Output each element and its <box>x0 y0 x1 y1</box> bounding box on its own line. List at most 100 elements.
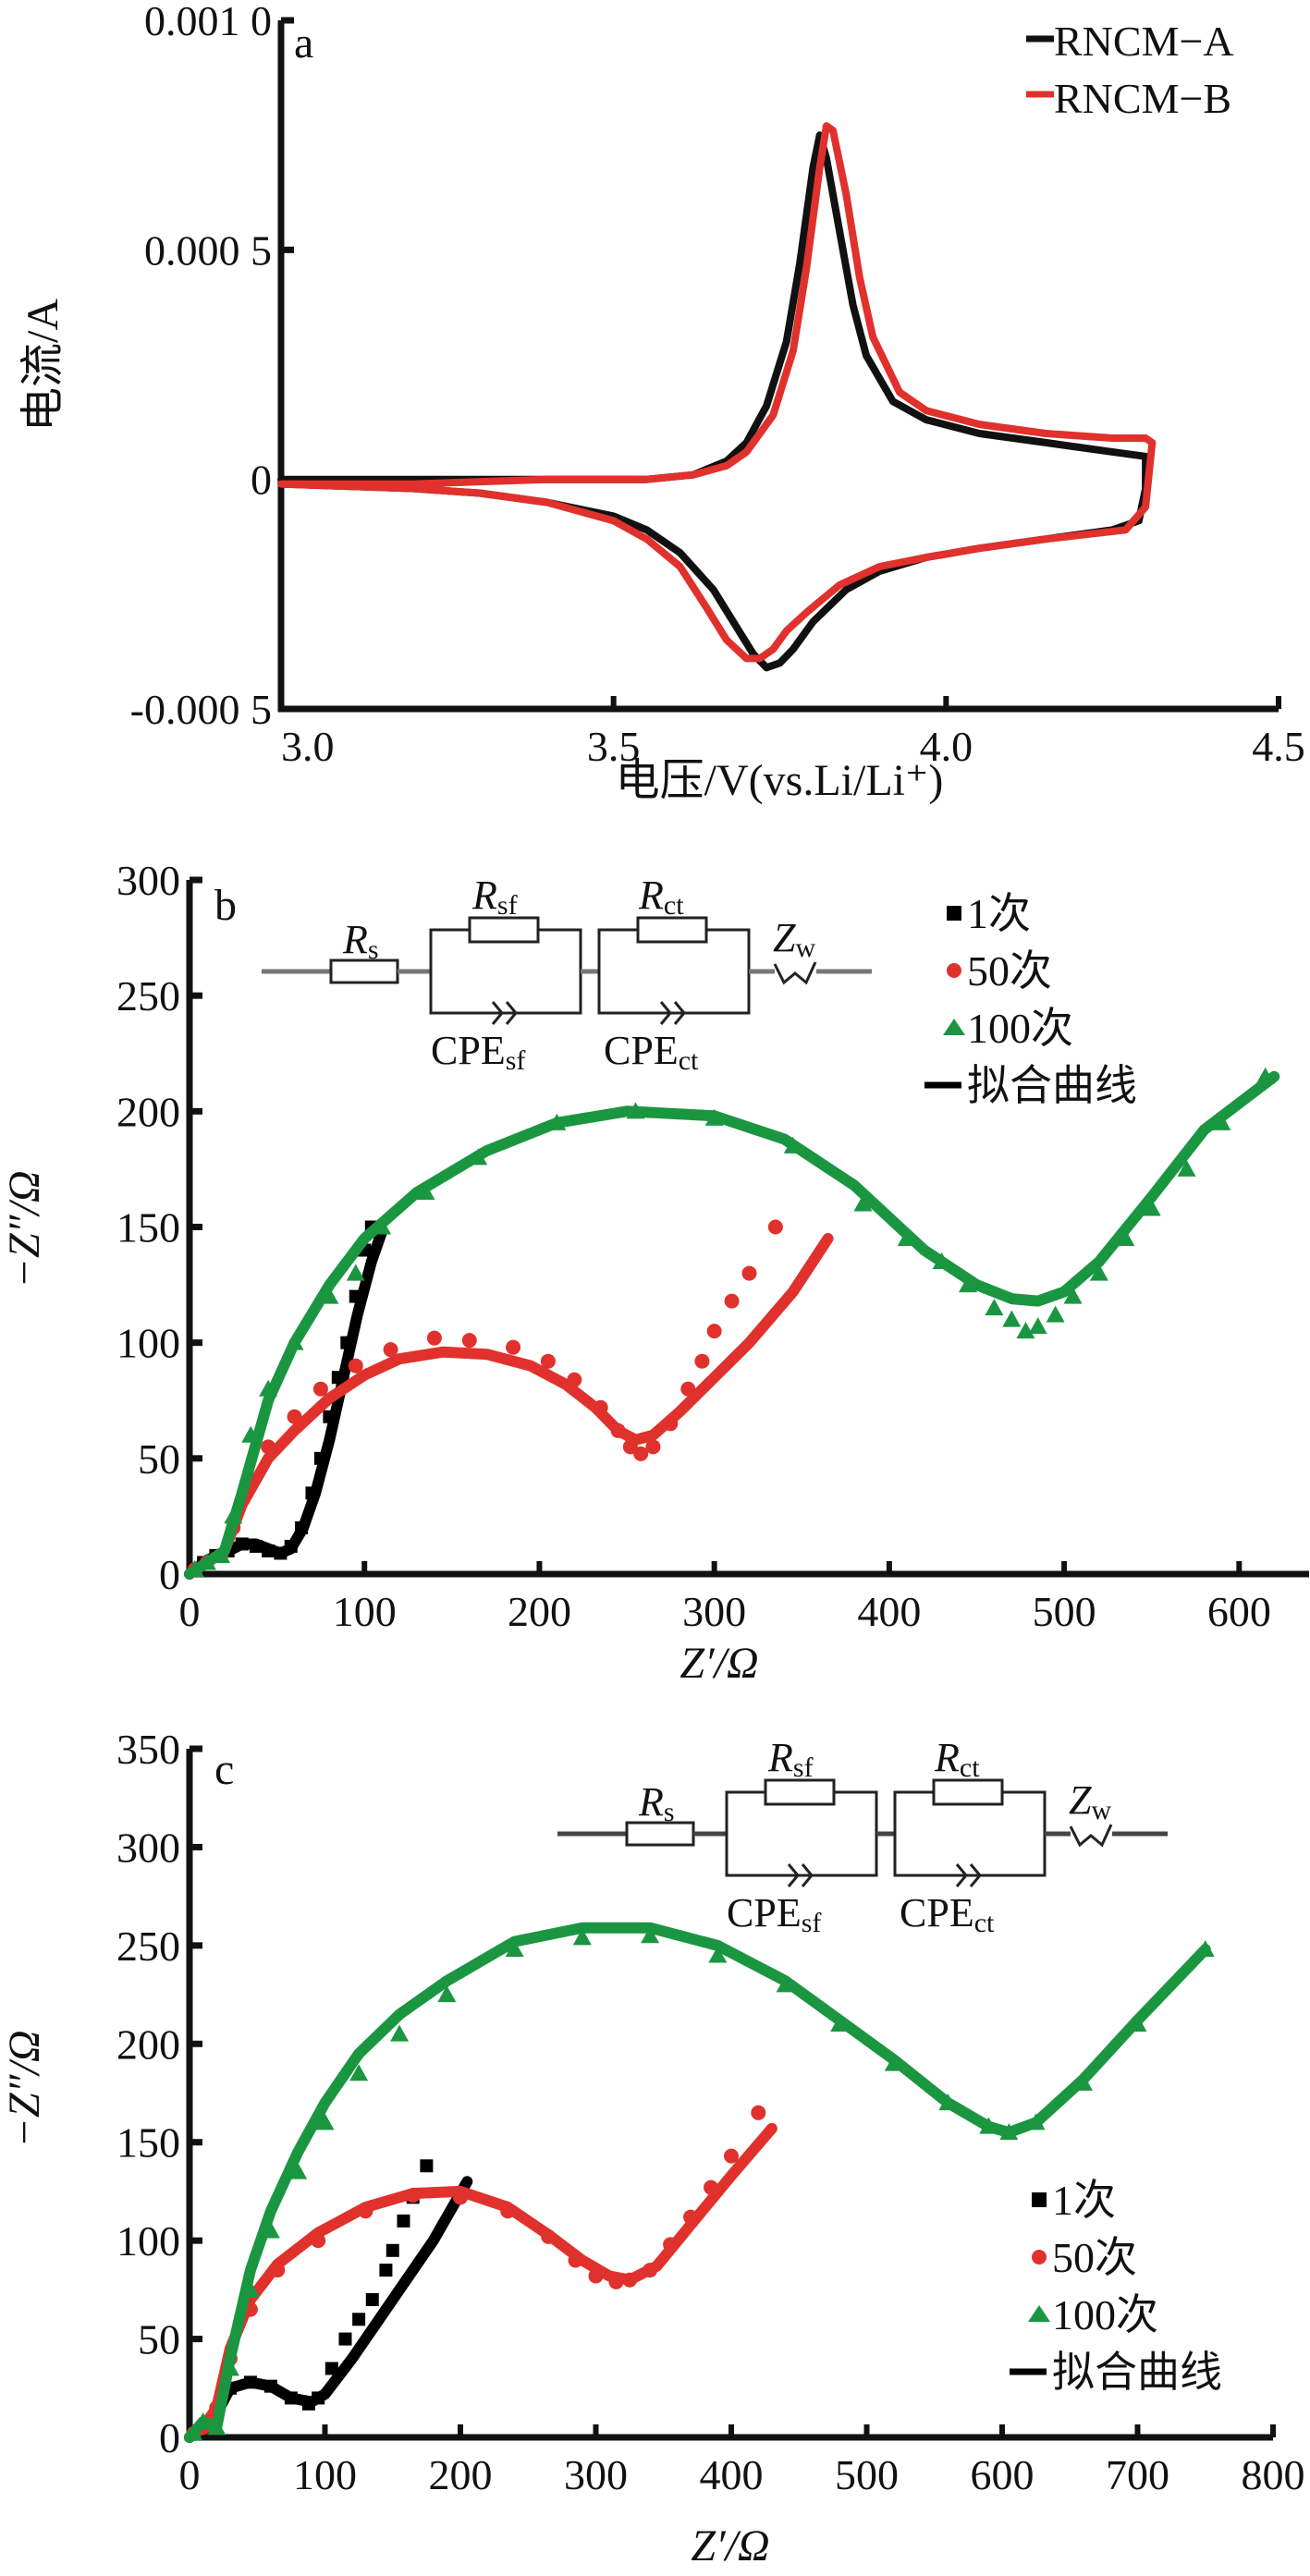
panel-label: c <box>214 1745 234 1794</box>
legend: RNCM−A RNCM−B <box>1026 18 1234 122</box>
x-tick-label: 3.0 <box>281 723 335 770</box>
resistor-rs-icon <box>329 958 399 984</box>
data-point-circle <box>567 1372 582 1387</box>
data-point-square <box>352 2313 366 2326</box>
data-point-square <box>324 2362 338 2375</box>
data-point-triangle <box>853 1194 873 1212</box>
data-point-triangle <box>776 1975 795 1993</box>
y-axis-label: −Z″/Ω <box>0 2030 49 2147</box>
data-point-triangle <box>390 2024 410 2042</box>
x-tick-label: 500 <box>1033 1588 1096 1635</box>
legend-label-rncm-a: RNCM−A <box>1054 18 1234 65</box>
warburg-zw-icon <box>1069 1824 1113 1848</box>
label-zw-subscript: w <box>1091 1795 1111 1825</box>
y-tick-label: 150 <box>116 2119 180 2167</box>
panel-label: a <box>294 18 313 67</box>
data-point-triangle <box>349 2064 369 2082</box>
data-point-circle <box>704 2179 719 2195</box>
data-point-triangle <box>185 1559 204 1577</box>
data-point-circle <box>724 2148 739 2164</box>
data-point-circle <box>643 2263 658 2278</box>
data-point-triangle <box>1142 1199 1161 1216</box>
data-point-circle <box>610 1422 626 1438</box>
x-tick-label: 200 <box>508 1588 571 1635</box>
label-rsf-subscript: sf <box>793 1752 814 1783</box>
label-rsf-main: R <box>471 873 497 918</box>
data-point-triangle <box>959 1276 978 1293</box>
label-cpe-ct-main: CPE <box>900 1890 974 1935</box>
y-tick-label: 300 <box>116 1824 180 1871</box>
y-axis-label: −Z″/Ω <box>0 1170 49 1288</box>
data-point-triangle <box>938 2094 958 2111</box>
label-cpe-ct-subscript: ct <box>974 1908 995 1938</box>
data-point-triangle <box>320 1287 339 1304</box>
data-point-square <box>349 1289 362 1303</box>
data-point-triangle <box>547 1113 567 1130</box>
data-point-circle <box>767 1219 783 1235</box>
data-point-circle <box>461 1333 477 1349</box>
y-tick-label: 50 <box>138 1435 180 1483</box>
data-point-triangle <box>1002 1310 1022 1327</box>
label-rs-main: R <box>342 917 368 962</box>
label-rct-main: R <box>638 873 664 918</box>
panel-a-cyclic-voltammetry: a 电流/A 电压/V(vs.Li/Li⁺) -0.000 5 0 0.000 5 0… <box>18 0 1305 805</box>
label-rct-main: R <box>934 1735 960 1780</box>
data-point-circle <box>741 1265 757 1281</box>
data-point-triangle <box>1026 2113 1046 2130</box>
legend-marker-circle <box>1032 2250 1047 2265</box>
data-point-triangle <box>999 2123 1019 2141</box>
data-point-circle <box>358 2204 373 2219</box>
x-tick-label: 400 <box>700 2451 764 2498</box>
data-point-square <box>379 2264 393 2277</box>
data-point-circle <box>588 2268 604 2284</box>
data-point-triangle <box>1116 1229 1135 1247</box>
y-tick-label: 300 <box>116 857 180 904</box>
x-tick-label: 400 <box>857 1588 921 1635</box>
data-point-circle <box>724 1293 740 1309</box>
data-point-triangle <box>783 1136 802 1154</box>
data-point-circle <box>506 1339 521 1355</box>
data-point-square <box>263 2379 277 2393</box>
y-tick-label: 250 <box>116 1923 180 1970</box>
data-point-circle <box>680 1381 696 1397</box>
axes: 0 50 100 150 200 250 300 350 0 100 200 300 400 500 600… <box>116 1726 1305 2498</box>
warburg-zw-icon <box>773 961 817 985</box>
data-point-square <box>313 1451 327 1465</box>
legend-label: 100次 <box>1052 2291 1158 2338</box>
data-point-square <box>235 1537 249 1551</box>
data-point-triangle <box>241 1425 261 1443</box>
label-rct: Rct <box>638 873 684 921</box>
y-tick-label: 100 <box>116 1320 180 1367</box>
y-tick-label: 0 <box>159 1551 180 1598</box>
data-point-circle <box>622 1439 638 1455</box>
x-tick-label: 3.5 <box>587 723 641 770</box>
data-point-circle <box>405 2188 421 2204</box>
data-point-circle <box>311 2233 326 2249</box>
x-tick-label: 500 <box>835 2451 899 2498</box>
y-tick-label: 150 <box>116 1204 180 1251</box>
data-point-triangle <box>505 1940 524 1958</box>
data-point-circle <box>261 1439 276 1455</box>
resistor-rct-icon <box>932 1778 1004 1806</box>
label-cpe-sf-main: CPE <box>431 1028 506 1073</box>
data-point-square <box>365 2293 379 2306</box>
y-tick-label: 250 <box>116 972 180 1019</box>
data-point-circle <box>383 1342 398 1358</box>
series-1次-fit-line <box>184 2176 473 2443</box>
series-RNCM−B-line <box>277 122 1157 663</box>
wire <box>597 971 751 1015</box>
data-point-triangle <box>469 1148 488 1166</box>
data-point-triangle <box>224 1507 243 1524</box>
label-rct-subscript: ct <box>960 1752 980 1783</box>
label-rct: Rct <box>934 1735 980 1783</box>
x-axis-label: Z′/Ω <box>679 1639 758 1688</box>
label-zw: Zw <box>773 915 815 963</box>
x-tick-label: 600 <box>1207 1588 1271 1635</box>
x-tick-label: 0 <box>179 1588 201 1635</box>
legend-label: 拟合曲线 <box>1052 2349 1222 2396</box>
data-point-circle <box>453 2190 468 2205</box>
x-tick-label: 800 <box>1242 2451 1305 2498</box>
